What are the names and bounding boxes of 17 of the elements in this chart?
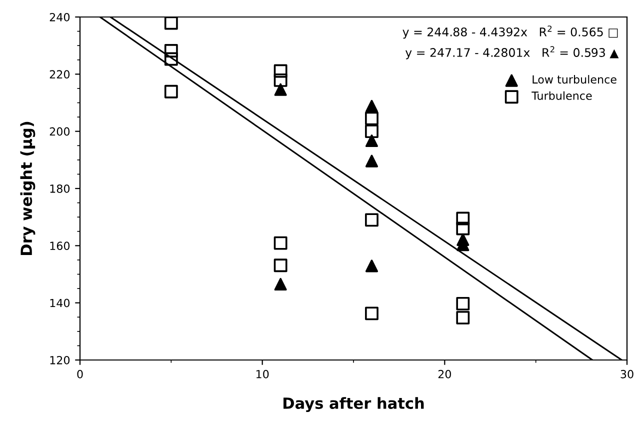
annotation: y = 247.17 - 4.2801x R$^{2}$ = 0.593 ▲: [405, 46, 619, 60]
y-tick-label: 160: [50, 242, 70, 250]
y-tick-label: 180: [50, 184, 70, 193]
y-tick-label: 220: [50, 70, 70, 79]
legend-label: Low turbulence: [532, 75, 616, 84]
y-tick-label: 240: [50, 12, 70, 22]
legend-label: Turbulence: [532, 91, 592, 100]
y-tick-label: 140: [50, 298, 70, 308]
x-tick-label: 20: [438, 370, 451, 378]
x-tick-label: 10: [256, 370, 269, 378]
y-tick-label: 200: [50, 127, 70, 136]
x-tick-label: 0: [77, 370, 83, 378]
y-tick-label: 120: [50, 356, 70, 364]
y-axis-title: Dry weight (µg): [20, 122, 36, 255]
annotation: y = 244.88 - 4.4392x R$^{2}$ = 0.565 □: [402, 26, 618, 39]
x-axis-title: Days after hatch: [284, 397, 424, 412]
x-tick-label: 30: [620, 370, 634, 378]
